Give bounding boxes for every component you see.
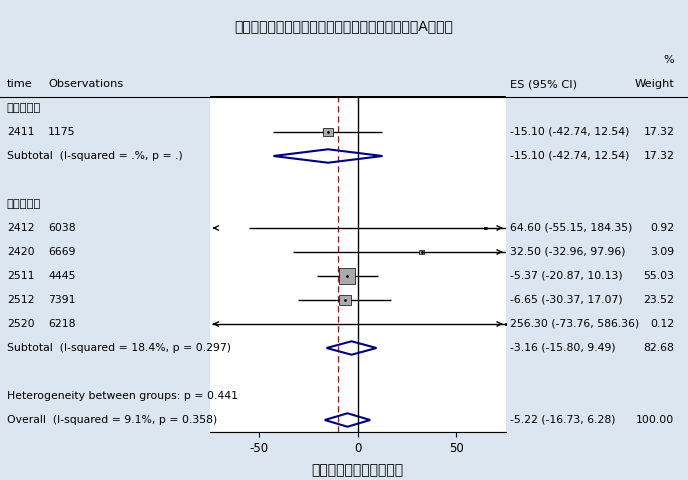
Text: 0.12: 0.12: [650, 319, 674, 329]
Bar: [420, 250, 424, 254]
Text: バイアス大: バイアス大: [7, 103, 41, 113]
Text: -15.10 (-42.74, 12.54): -15.10 (-42.74, 12.54): [510, 127, 630, 137]
Text: 2411: 2411: [7, 127, 34, 137]
Text: 6218: 6218: [48, 319, 76, 329]
Text: 2512: 2512: [7, 295, 34, 305]
Text: 2412: 2412: [7, 223, 34, 233]
Text: Heterogeneity between groups: p = 0.441: Heterogeneity between groups: p = 0.441: [7, 391, 238, 401]
Bar: [339, 268, 355, 284]
Text: 100.00: 100.00: [636, 415, 674, 425]
Text: 2520: 2520: [7, 319, 34, 329]
Text: 23.52: 23.52: [643, 295, 674, 305]
Text: 3.09: 3.09: [650, 247, 674, 257]
Bar: [323, 128, 333, 136]
Text: 4445: 4445: [48, 271, 76, 281]
Text: %: %: [663, 55, 674, 64]
Text: 64.60 (-55.15, 184.35): 64.60 (-55.15, 184.35): [510, 223, 633, 233]
Text: 17.32: 17.32: [643, 151, 674, 161]
Text: time: time: [7, 80, 32, 89]
Text: バイアス小: バイアス小: [7, 199, 41, 209]
Text: 256.30 (-73.76, 586.36): 256.30 (-73.76, 586.36): [510, 319, 640, 329]
Bar: [505, 323, 506, 325]
Text: -6.65 (-30.37, 17.07): -6.65 (-30.37, 17.07): [510, 295, 623, 305]
Text: -3.16 (-15.80, 9.49): -3.16 (-15.80, 9.49): [510, 343, 616, 353]
Text: 17.32: 17.32: [643, 127, 674, 137]
Text: ES (95% CI): ES (95% CI): [510, 80, 577, 89]
Text: 7391: 7391: [48, 295, 76, 305]
Text: 2511: 2511: [7, 271, 34, 281]
Text: 1175: 1175: [48, 127, 76, 137]
Text: -5.22 (-16.73, 6.28): -5.22 (-16.73, 6.28): [510, 415, 616, 425]
Bar: [338, 295, 351, 305]
X-axis label: 両群の差（パーセント）: 両群の差（パーセント）: [312, 463, 404, 477]
Text: 82.68: 82.68: [643, 343, 674, 353]
Text: 2420: 2420: [7, 247, 34, 257]
Text: Observations: Observations: [48, 80, 123, 89]
Text: 6669: 6669: [48, 247, 76, 257]
Text: 32.50 (-32.96, 97.96): 32.50 (-32.96, 97.96): [510, 247, 626, 257]
Text: Weight: Weight: [634, 80, 674, 89]
Text: Subtotal  (I-squared = 18.4%, p = 0.297): Subtotal (I-squared = 18.4%, p = 0.297): [7, 343, 231, 353]
Text: -15.10 (-42.74, 12.54): -15.10 (-42.74, 12.54): [510, 151, 630, 161]
Bar: [484, 227, 486, 229]
Text: -5.37 (-20.87, 10.13): -5.37 (-20.87, 10.13): [510, 271, 623, 281]
Text: Overall  (I-squared = 9.1%, p = 0.358): Overall (I-squared = 9.1%, p = 0.358): [7, 415, 217, 425]
Text: 6038: 6038: [48, 223, 76, 233]
Text: 全体：３年間の付加価値伸び率の差（カットオフA、％）: 全体：３年間の付加価値伸び率の差（カットオフA、％）: [235, 19, 453, 34]
Text: 55.03: 55.03: [643, 271, 674, 281]
Text: 0.92: 0.92: [650, 223, 674, 233]
Text: Subtotal  (I-squared = .%, p = .): Subtotal (I-squared = .%, p = .): [7, 151, 182, 161]
